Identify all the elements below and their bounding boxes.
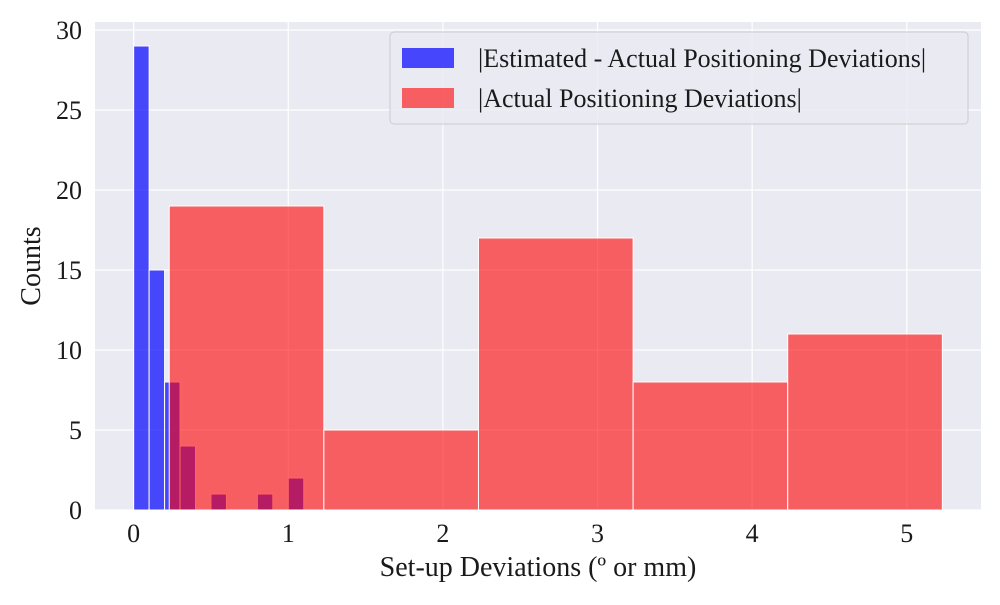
y-axis-label: Counts bbox=[16, 226, 47, 305]
x-tick-label: 0 bbox=[127, 519, 140, 548]
legend: |Estimated - Actual Positioning Deviatio… bbox=[389, 31, 969, 125]
bar-estimated bbox=[133, 45, 150, 511]
x-tick-label: 4 bbox=[746, 519, 759, 548]
y-tick-label: 25 bbox=[56, 96, 82, 125]
x-tick-label: 5 bbox=[900, 519, 913, 548]
legend-swatch-estimated bbox=[402, 48, 454, 68]
legend-label-actual: |Actual Positioning Deviations| bbox=[478, 84, 802, 113]
bar-estimated bbox=[148, 269, 166, 511]
y-tick-label: 20 bbox=[56, 176, 82, 205]
tick-labels: 0 1 2 3 4 5 0 5 10 15 20 25 30 bbox=[56, 16, 913, 548]
y-tick-label: 5 bbox=[69, 416, 82, 445]
x-tick-label: 1 bbox=[282, 519, 295, 548]
y-tick-label: 30 bbox=[56, 16, 82, 45]
legend-box bbox=[389, 31, 969, 125]
legend-label-estimated: |Estimated - Actual Positioning Deviatio… bbox=[478, 44, 926, 73]
bar-actual bbox=[323, 429, 479, 511]
bar-actual bbox=[632, 381, 789, 511]
x-tick-label: 3 bbox=[591, 519, 604, 548]
legend-swatch-actual bbox=[402, 88, 454, 108]
bar-actual bbox=[168, 205, 325, 511]
bar-actual bbox=[787, 333, 943, 511]
x-tick-label: 2 bbox=[436, 519, 449, 548]
y-tick-label: 0 bbox=[69, 496, 82, 525]
y-tick-label: 10 bbox=[56, 336, 82, 365]
bars bbox=[133, 45, 943, 511]
y-tick-label: 15 bbox=[56, 256, 82, 285]
x-axis-label: Set-up Deviations (º or mm) bbox=[380, 552, 697, 583]
bar-actual bbox=[477, 237, 634, 511]
